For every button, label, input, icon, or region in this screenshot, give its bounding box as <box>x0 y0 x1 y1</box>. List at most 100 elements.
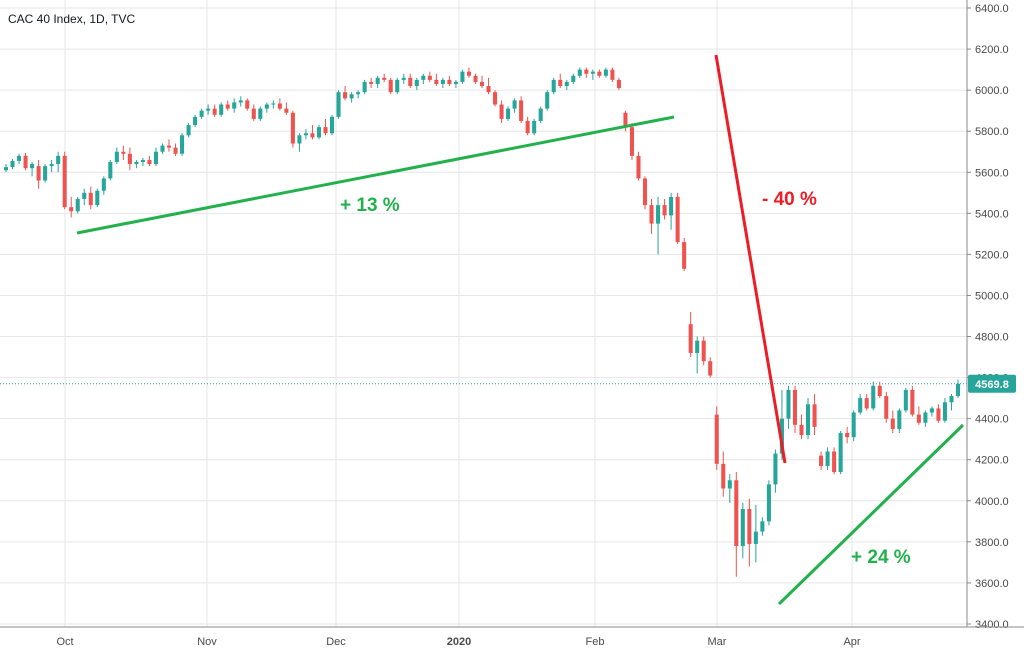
candle-body <box>453 81 458 84</box>
candle-body <box>401 77 406 80</box>
candle-body <box>519 100 524 121</box>
y-tick-label: 5200.0 <box>975 249 1009 261</box>
y-tick-label: 5000.0 <box>975 290 1009 302</box>
candle-body <box>82 192 87 199</box>
candle-body <box>427 75 432 80</box>
candle-body <box>532 120 537 134</box>
candle-body <box>43 166 48 181</box>
candle-body <box>49 164 54 167</box>
trend-line-rise-1 <box>76 115 675 235</box>
trend-line-rise-2 <box>777 423 965 606</box>
chart-title: CAC 40 Index, 1D, TVC <box>8 12 136 26</box>
candle-body <box>369 81 374 84</box>
candle-body <box>929 408 934 413</box>
candle-body <box>219 104 224 115</box>
candle-body <box>903 389 908 411</box>
candle-body <box>623 112 628 128</box>
trend-lines <box>76 54 965 606</box>
candle-body <box>56 155 61 165</box>
candle-body <box>486 86 491 93</box>
candle-body <box>766 484 771 522</box>
candle-body <box>799 424 804 436</box>
candle-body <box>721 463 726 489</box>
y-tick-label: 6200.0 <box>975 44 1009 56</box>
candle-body <box>310 133 315 138</box>
candle-body <box>36 166 41 181</box>
candle-body <box>688 324 693 353</box>
candle-body <box>871 385 876 409</box>
x-tick-label: Feb <box>586 636 605 648</box>
candle-body <box>356 92 361 95</box>
candle-body <box>303 133 308 136</box>
candle-body <box>88 192 93 206</box>
candle-body <box>558 79 563 87</box>
candle-body <box>199 110 204 117</box>
candle-body <box>590 71 595 74</box>
candle-body <box>362 81 367 93</box>
candle-body <box>682 242 687 269</box>
candle-body <box>792 389 798 425</box>
candle-body <box>140 159 145 162</box>
candle-body <box>708 361 713 376</box>
x-tick-label: Oct <box>56 636 73 648</box>
candle-body <box>258 108 263 119</box>
candle-body <box>884 396 889 419</box>
candle-body <box>479 81 485 87</box>
candle-body <box>714 414 719 464</box>
candle-body <box>382 77 387 80</box>
candle-body <box>910 389 915 415</box>
current-price-label: 4569.8 <box>975 379 1009 391</box>
candle-body <box>206 108 211 111</box>
candle-body <box>245 100 250 109</box>
y-tick-label: 4200.0 <box>975 455 1009 467</box>
y-tick-label: 5600.0 <box>975 167 1009 179</box>
candle-body <box>845 433 850 438</box>
candle-body <box>812 404 817 427</box>
candle-body <box>127 153 132 165</box>
candle-body <box>512 100 517 109</box>
candle-body <box>571 75 576 82</box>
x-tick-label: 2020 <box>447 636 471 648</box>
candle-body <box>584 69 589 74</box>
y-tick-label: 6400.0 <box>975 3 1009 15</box>
candle-body <box>212 108 217 115</box>
candle-body <box>753 531 758 544</box>
candle-body <box>62 155 67 208</box>
candle-body <box>180 135 185 154</box>
candle-body <box>773 453 778 485</box>
y-tick-label: 3400.0 <box>975 619 1009 631</box>
candle-body <box>832 451 837 473</box>
candle-body <box>747 509 752 544</box>
candle-body <box>936 408 941 421</box>
y-tick-label: 4800.0 <box>975 332 1009 344</box>
candle-body <box>616 79 621 89</box>
x-tick-label: Apr <box>843 636 860 648</box>
candle-body <box>949 396 954 403</box>
candle-body <box>858 398 863 413</box>
candle-body <box>760 521 765 532</box>
candle-body <box>23 155 28 169</box>
annotation-rise-13: + 13 % <box>340 195 400 216</box>
candle-body <box>825 451 830 466</box>
x-tick-label: Nov <box>197 636 217 648</box>
candle-body <box>395 79 400 93</box>
candle-body <box>323 127 328 134</box>
candle-body <box>30 164 35 169</box>
y-tick-label: 3800.0 <box>975 537 1009 549</box>
y-tick-label: 4000.0 <box>975 496 1009 508</box>
candle-body <box>388 79 393 93</box>
candle-body <box>890 418 895 429</box>
candle-body <box>101 178 106 191</box>
candle-body <box>251 108 256 119</box>
candle-body <box>447 79 452 84</box>
candle-body <box>786 389 791 419</box>
candle-body <box>727 480 732 489</box>
x-tick-label: Mar <box>708 636 727 648</box>
candle-body <box>897 410 902 429</box>
candle-body <box>160 145 165 152</box>
annotation-fall-40: - 40 % <box>762 189 817 210</box>
trend-line-fall <box>714 54 787 464</box>
candle-body <box>69 207 74 212</box>
current-price-badge <box>968 374 1016 393</box>
